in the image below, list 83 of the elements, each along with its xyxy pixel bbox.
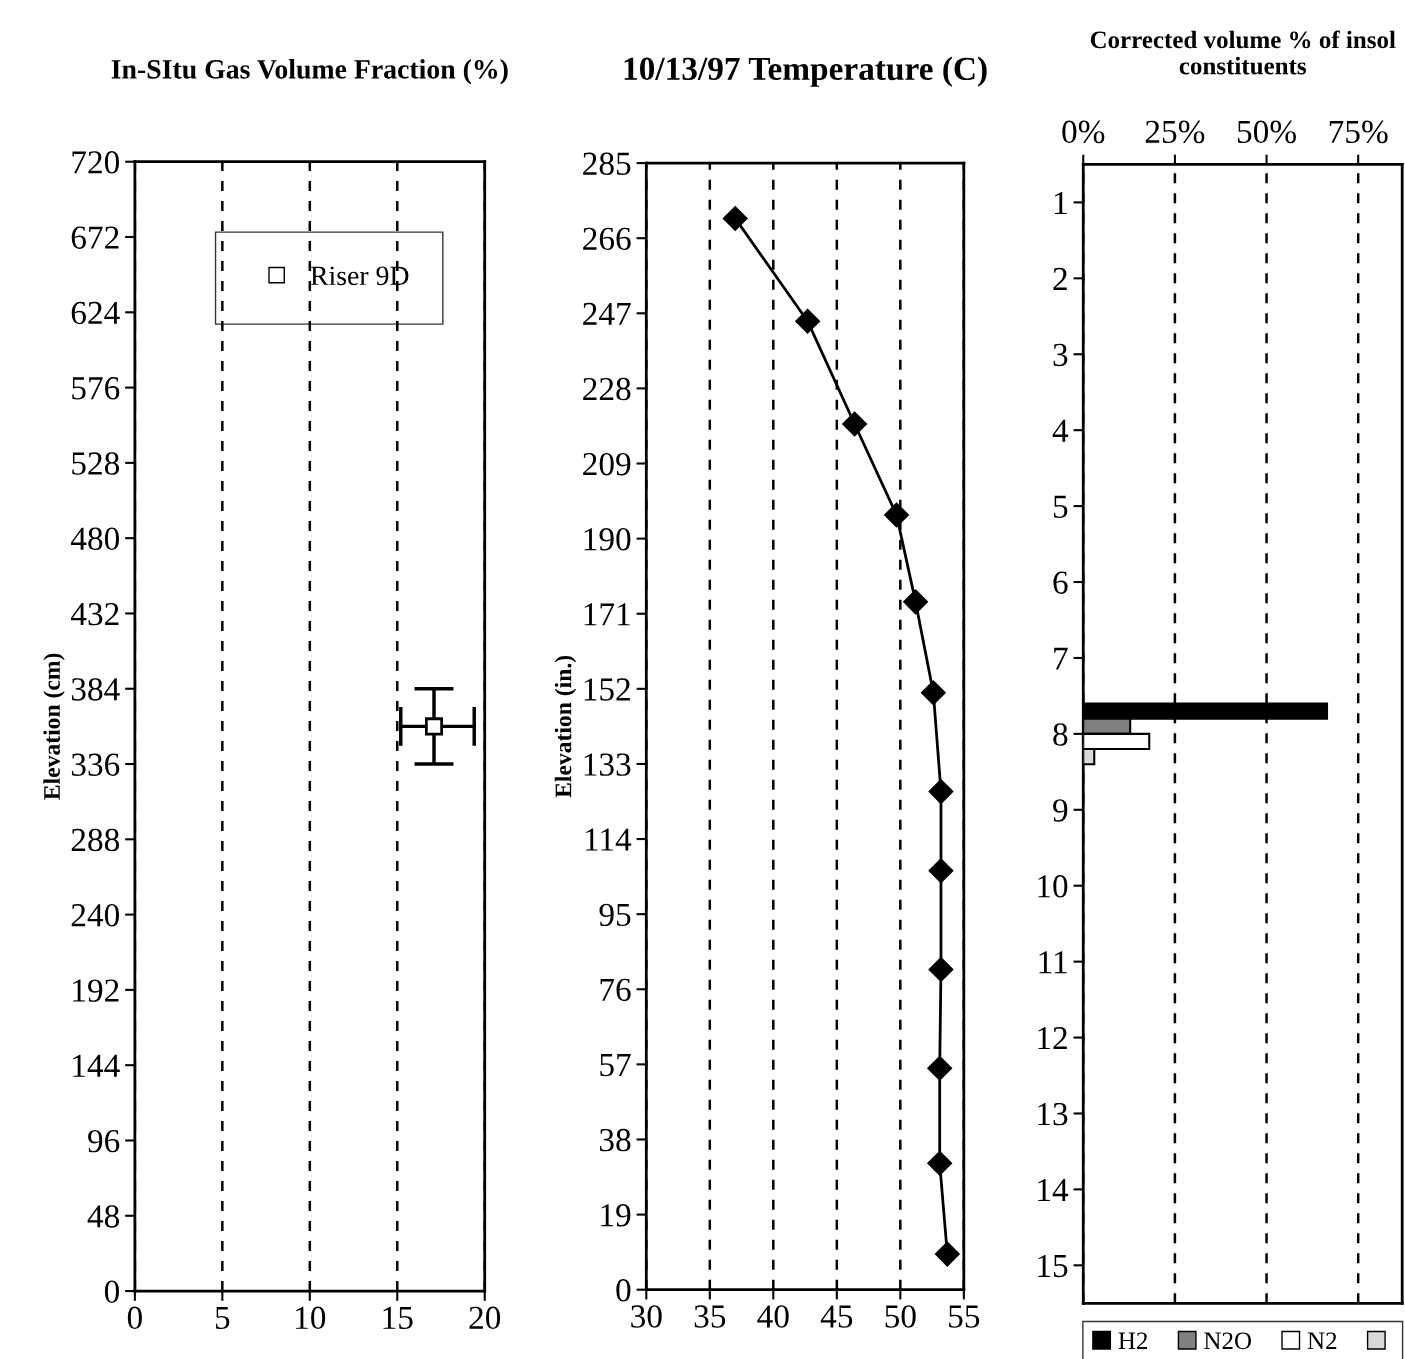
point — [927, 1056, 952, 1081]
point — [884, 502, 909, 528]
y-tick-label: 4 — [1052, 419, 1069, 442]
y-tick-label: 1 — [1054, 191, 1067, 214]
y-axis-title: Elevation (cm) — [43, 653, 65, 800]
y-tick-label: 247 — [583, 302, 631, 325]
y-tick-label: 480 — [70, 527, 120, 551]
y-tick-label: 0 — [616, 1279, 631, 1302]
chart-title: 10/13/97 Temperature (C) — [624, 56, 987, 87]
y-tick-label: 48 — [87, 1205, 120, 1228]
y-tick-label: 7 — [1054, 647, 1068, 670]
y-tick-label: 57 — [600, 1054, 631, 1077]
y-tick-label: 6 — [1053, 571, 1068, 594]
y-tick-label: 8 — [1053, 723, 1068, 746]
y-tick-label: 10 — [1038, 875, 1068, 898]
x-tick-label: 30 — [631, 1305, 662, 1328]
y-tick-label: 285 — [583, 152, 631, 175]
legend-label: N2O — [1204, 1332, 1251, 1350]
y-tick-label: 672 — [71, 226, 119, 249]
y-tick-label: 432 — [70, 602, 119, 626]
y-tick-label: 11 — [1039, 951, 1067, 974]
legend-label: H2 — [1118, 1332, 1148, 1349]
y-tick-label: 95 — [599, 903, 631, 927]
y-tick-label: 144 — [73, 1054, 120, 1077]
y-tick-label: 384 — [71, 678, 120, 701]
x-tick-label: 5 — [215, 1306, 230, 1330]
y-tick-label: 192 — [73, 979, 119, 1002]
y-tick-label: 336 — [71, 753, 120, 776]
point — [723, 206, 748, 231]
point — [842, 411, 867, 437]
y-tick-label: 171 — [584, 603, 630, 626]
y-tick-label: 9 — [1053, 799, 1068, 822]
point — [928, 957, 954, 982]
x-tick-label: 40 — [757, 1305, 789, 1328]
x-tick-label: 0% — [1062, 120, 1105, 144]
y-tick-label: 114 — [585, 828, 632, 851]
y-tick-label: 76 — [600, 978, 631, 1002]
y-tick-label: 528 — [72, 452, 120, 475]
y-tick-label: 228 — [583, 377, 631, 401]
x-tick-label: 55 — [949, 1305, 980, 1328]
x-tick-label: 50 — [885, 1305, 916, 1328]
x-tick-label: 45 — [820, 1305, 853, 1328]
x-tick-label: 20 — [469, 1306, 501, 1330]
y-tick-label: 14 — [1038, 1178, 1069, 1201]
y-tick-label: 720 — [72, 151, 120, 174]
y-tick-label: 5 — [1053, 495, 1068, 518]
x-tick-label: 10 — [296, 1306, 326, 1330]
y-tick-label: 152 — [584, 678, 630, 701]
y-axis-title: Elevation (in.) — [554, 655, 577, 798]
legend-label: N2 — [1307, 1332, 1337, 1349]
y-tick-label: 576 — [72, 377, 120, 400]
x-tick-label: 25% — [1145, 120, 1205, 144]
x-tick-label: 75% — [1329, 120, 1388, 144]
point — [927, 1151, 952, 1176]
y-tick-label: 0 — [104, 1280, 120, 1303]
x-tick-label: 0 — [127, 1306, 142, 1330]
point — [921, 680, 946, 705]
y-tick-label: 19 — [601, 1204, 631, 1227]
y-tick-label: 3 — [1053, 343, 1068, 367]
y-tick-label: 240 — [71, 904, 120, 927]
x-tick-label: 15 — [383, 1306, 413, 1330]
chart-title: Corrected volume % of insol constituents — [1090, 30, 1396, 75]
point — [903, 589, 928, 615]
point — [795, 309, 820, 334]
y-tick-label: 2 — [1053, 267, 1067, 290]
y-tick-label: 624 — [71, 301, 120, 325]
point — [928, 858, 954, 883]
legend-label: Riser 9D — [310, 266, 409, 286]
y-tick-label: 12 — [1038, 1027, 1067, 1050]
y-tick-label: 133 — [584, 753, 631, 776]
y-tick-label: 288 — [71, 828, 120, 852]
y-tick-label: 190 — [584, 528, 631, 551]
y-tick-label: 266 — [583, 227, 631, 251]
y-tick-label: 13 — [1038, 1102, 1068, 1126]
x-tick-label: 50% — [1237, 120, 1296, 144]
chart-title: In-SItu Gas Volume Fraction (%) — [111, 59, 508, 85]
y-tick-label: 96 — [88, 1129, 120, 1153]
x-tick-label: 35 — [694, 1305, 726, 1328]
y-tick-label: 209 — [583, 452, 631, 476]
y-tick-label: 15 — [1038, 1254, 1068, 1278]
point — [928, 779, 954, 804]
point — [935, 1241, 960, 1267]
y-tick-label: 38 — [599, 1128, 631, 1152]
